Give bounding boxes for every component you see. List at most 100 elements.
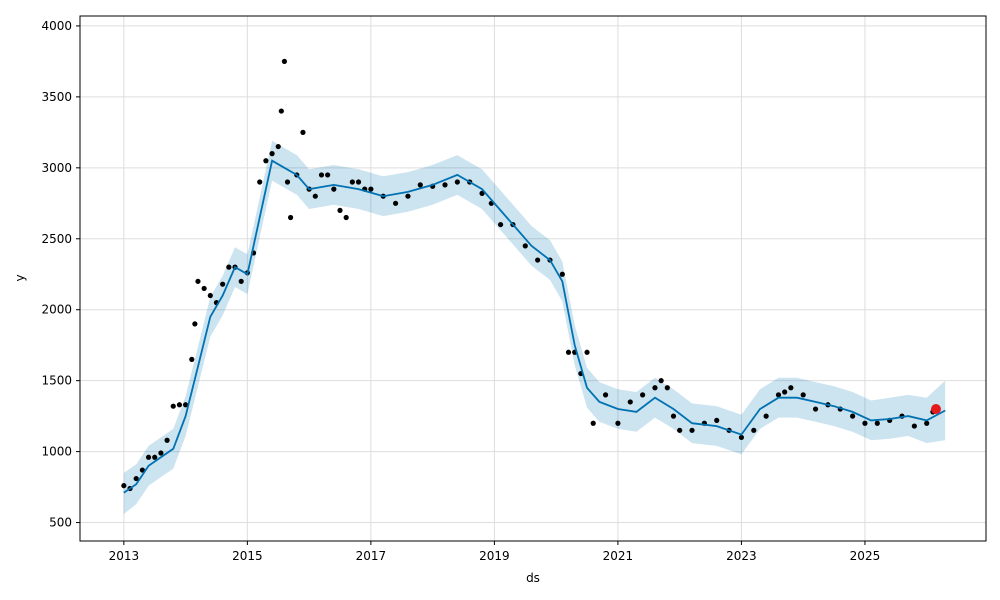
x-tick-label: 2017 [356, 549, 387, 563]
observed-point [670, 413, 677, 419]
observed-point [355, 179, 362, 185]
observed-point [535, 257, 541, 263]
observed-point [325, 172, 331, 178]
observed-point [627, 399, 633, 405]
observed-point [405, 193, 411, 199]
observed-point [677, 427, 683, 433]
observed-point [133, 475, 139, 482]
observed-point [652, 385, 658, 391]
y-tick-label: 2000 [41, 303, 72, 317]
observed-point [269, 151, 275, 157]
observed-point [812, 406, 819, 412]
observed-point [775, 392, 782, 398]
uncertainty-band [123, 140, 946, 514]
y-tick-label: 2500 [41, 232, 72, 246]
observed-point [226, 264, 232, 270]
observed-point [183, 402, 189, 408]
tick-labels: 2013 2015 2017 2019 2021 2023 2025 500 1000 1500 2… [41, 19, 880, 563]
observed-point [738, 434, 745, 441]
observed-point [615, 420, 621, 426]
observed-point [911, 423, 917, 429]
observed-point [763, 413, 769, 419]
observed-point [176, 402, 183, 408]
observed-point [158, 450, 164, 456]
observed-point [337, 207, 343, 213]
observed-point [800, 392, 806, 398]
observed-point [220, 281, 226, 287]
axis-ticks [76, 25, 866, 545]
observed-point [392, 200, 399, 206]
observed-point [207, 292, 213, 299]
observed-point [565, 349, 572, 355]
observed-point [284, 179, 291, 185]
observed-point [312, 193, 318, 199]
observed-point [331, 186, 337, 192]
observed-point [559, 271, 565, 277]
observed-point [417, 182, 423, 188]
observed-point [454, 179, 460, 185]
observed-point [238, 278, 244, 284]
observed-point [300, 129, 306, 135]
observed-point [751, 427, 757, 433]
x-tick-label: 2025 [850, 549, 881, 563]
observed-point [590, 420, 596, 426]
observed-point [164, 437, 170, 443]
observed-point [602, 392, 609, 398]
highlight-point-group [930, 404, 941, 415]
observed-point [121, 483, 127, 489]
y-axis-label: y [13, 274, 27, 281]
observed-point [263, 158, 269, 164]
observed-point [664, 385, 670, 391]
y-tick-label: 3000 [41, 161, 72, 175]
observed-point [170, 403, 176, 409]
y-tick-label: 1000 [41, 445, 72, 459]
observed-point [442, 182, 448, 188]
observed-point [195, 278, 201, 284]
grid [80, 16, 986, 541]
observed-point [139, 467, 145, 473]
x-axis-label: ds [526, 571, 540, 585]
observed-point [640, 392, 646, 398]
observed-point [714, 417, 720, 423]
observed-point [281, 58, 288, 65]
x-tick-label: 2021 [603, 549, 634, 563]
observed-point [145, 454, 152, 460]
observed-point [788, 385, 794, 391]
observed-point [201, 285, 207, 292]
observed-point [850, 413, 856, 419]
observed-point [782, 389, 788, 395]
plot-area-frame [79, 15, 987, 542]
observed-point [368, 186, 374, 192]
observed-point [349, 179, 355, 185]
observed-point [318, 172, 325, 178]
observed-point [874, 420, 880, 426]
observed-point [689, 427, 695, 433]
y-tick-label: 1500 [41, 374, 72, 388]
observed-point [275, 143, 281, 150]
observed-point [862, 420, 868, 426]
observed-point [522, 243, 528, 249]
observed-point [497, 221, 504, 228]
uncertainty-band-area [123, 140, 946, 514]
observed-point [192, 321, 198, 327]
forecast-line [123, 159, 946, 494]
x-tick-label: 2023 [726, 549, 757, 563]
y-tick-label: 500 [49, 516, 72, 530]
observed-point [658, 378, 664, 384]
x-tick-label: 2019 [479, 549, 510, 563]
x-tick-label: 2015 [232, 549, 263, 563]
observed-point [152, 454, 158, 460]
observed-point [278, 108, 284, 114]
observed-point [257, 179, 263, 185]
y-tick-label: 4000 [41, 19, 72, 33]
observed-point [584, 349, 590, 355]
x-tick-label: 2013 [109, 549, 140, 563]
observed-point [189, 356, 195, 362]
observed-point [479, 190, 485, 196]
y-tick-label: 3500 [41, 90, 72, 104]
observed-point [924, 420, 930, 426]
highlight-point [930, 404, 941, 415]
forecast-line-group [123, 159, 946, 494]
